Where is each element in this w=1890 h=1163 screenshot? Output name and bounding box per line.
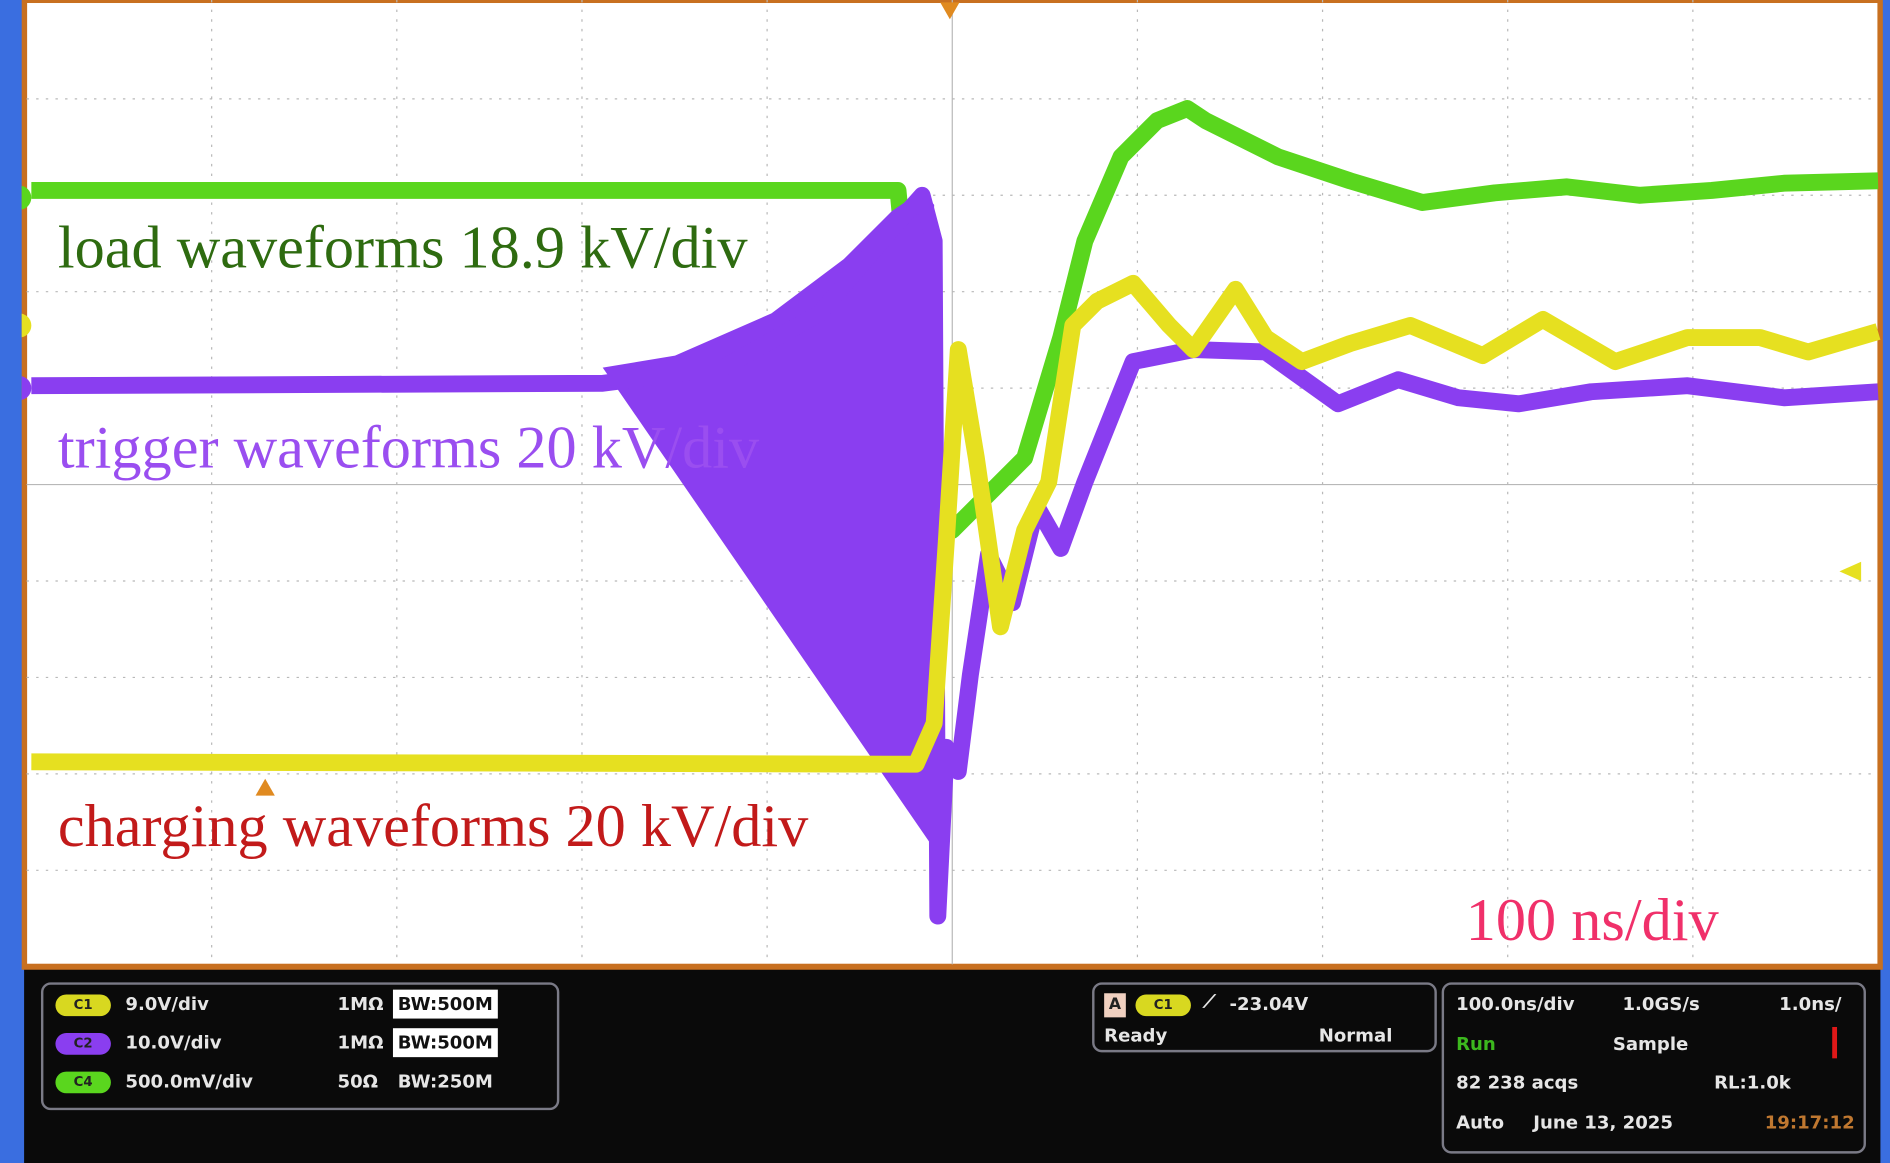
ch2-marker xyxy=(21,376,32,400)
trigger-mode-badge: A xyxy=(1104,993,1126,1018)
channel-impedance: 1MΩ xyxy=(337,993,384,1015)
acquisition-panel[interactable] xyxy=(1441,982,1866,1154)
timebase-label: 100 ns/div xyxy=(1465,885,1719,954)
load-label: load waveforms 18.9 kV/div xyxy=(57,213,748,281)
trigger-mode: Auto xyxy=(1456,1111,1505,1134)
ch4-marker xyxy=(21,185,32,210)
channel-scale: 500.0mV/div xyxy=(125,1070,253,1093)
trigger-indicator-icon xyxy=(1832,1027,1838,1059)
record-length: RL:1.0k xyxy=(1714,1071,1791,1094)
charging-waveform xyxy=(31,274,1881,773)
waveform-display xyxy=(21,0,1883,970)
time: 19:17:12 xyxy=(1764,1111,1855,1134)
acquisition-count: 82 238 acqs xyxy=(1456,1071,1579,1094)
trigger-type: Normal xyxy=(1318,1024,1393,1047)
left-edge xyxy=(0,0,25,1163)
right-edge xyxy=(1880,0,1890,1163)
trigger-waveform-envelope xyxy=(602,190,938,844)
trigger-label: trigger waveforms 20 kV/div xyxy=(57,413,760,481)
trigger-level-marker xyxy=(1839,561,1862,582)
channel-badge[interactable]: C1 xyxy=(55,994,111,1017)
run-state[interactable]: Run xyxy=(1456,1033,1496,1055)
charging-label: charging waveforms 20 kV/div xyxy=(57,791,809,860)
rising-edge-icon: ⟋ xyxy=(1202,990,1216,1013)
trigger-source-badge: C1 xyxy=(1135,994,1191,1017)
channel-badge[interactable]: C4 xyxy=(55,1071,111,1094)
timebase: 100.0ns/div xyxy=(1456,993,1575,1015)
trigger-level: -23.04V xyxy=(1229,993,1309,1015)
channel-bandwidth: BW:500M xyxy=(392,1028,498,1058)
trigger-position-marker xyxy=(255,778,275,796)
channel-impedance: 50Ω xyxy=(337,1070,379,1093)
channel-scale: 9.0V/div xyxy=(125,993,209,1015)
resolution: 1.0ns/ xyxy=(1779,993,1842,1015)
channel-bandwidth: BW:250M xyxy=(397,1070,493,1093)
trigger-panel[interactable] xyxy=(1092,982,1437,1053)
channel-scale: 10.0V/div xyxy=(125,1031,222,1054)
date: June 13, 2025 xyxy=(1533,1111,1673,1134)
channel-settings-panel[interactable] xyxy=(40,982,560,1111)
channel-bandwidth: BW:500M xyxy=(392,989,498,1019)
time-reference-marker xyxy=(940,2,960,20)
channel-badge[interactable]: C2 xyxy=(55,1033,111,1055)
trigger-state: Ready xyxy=(1104,1024,1168,1047)
channel-impedance: 1MΩ xyxy=(337,1031,384,1054)
ch1-marker xyxy=(21,313,32,338)
sample-rate: 1.0GS/s xyxy=(1622,993,1700,1015)
acquisition-mode: Sample xyxy=(1612,1033,1689,1055)
